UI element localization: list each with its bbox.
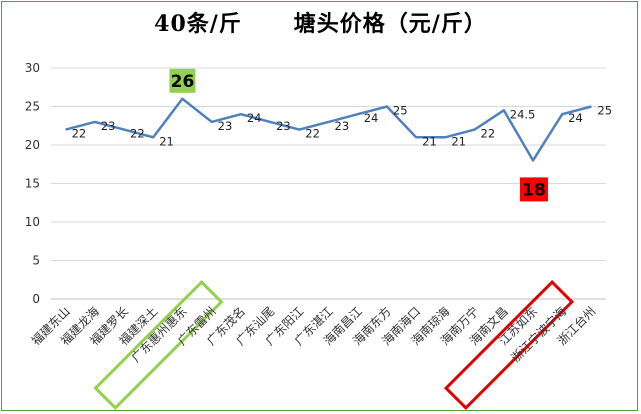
y-tick-label: 5 (32, 254, 40, 268)
data-label: 21 (451, 134, 466, 148)
data-label-min: 18 (522, 180, 546, 200)
callout-boxes (93, 279, 575, 411)
data-label: 23 (101, 119, 116, 133)
data-label: 22 (305, 127, 320, 141)
y-tick-label: 30 (25, 61, 40, 75)
data-label: 24 (364, 111, 379, 125)
series-line-layer (65, 97, 592, 162)
y-axis-ticks: 0 5 10 15 20 25 30 (25, 61, 40, 306)
data-label: 25 (597, 104, 612, 118)
data-label: 23 (276, 119, 291, 133)
gridlines (51, 67, 606, 300)
data-label: 23 (218, 119, 233, 133)
highlight-max-box (169, 68, 196, 93)
data-label: 22 (72, 127, 87, 141)
y-tick-label: 0 (32, 292, 40, 306)
y-tick-label: 15 (25, 177, 40, 191)
highlight-min-box (519, 177, 548, 202)
callout-box-red (443, 279, 575, 411)
data-label: 21 (422, 134, 437, 148)
x-axis-categories: 福建东山福建龙海福建罗长福建深土广东惠州惠东广东雷州广东茂名广东汕尾广东阳江广东… (28, 304, 598, 366)
callout-box-green (93, 279, 224, 411)
data-label-max: 26 (171, 72, 195, 92)
series-line (65, 97, 592, 162)
data-label: 25 (393, 104, 408, 118)
chart-title: 40条/斤 塘头价格（元/斤） (154, 11, 487, 37)
data-label: 24 (568, 111, 583, 125)
y-tick-label: 25 (25, 100, 40, 114)
data-label: 24.5 (510, 107, 536, 121)
data-label: 24 (247, 111, 262, 125)
data-label: 22 (130, 127, 145, 141)
y-tick-label: 10 (25, 215, 40, 229)
data-label: 22 (481, 127, 496, 141)
y-tick-label: 20 (25, 138, 40, 152)
data-label: 23 (335, 119, 350, 133)
data-labels: 22 23 22 21 26 23 24 23 22 23 24 25 21 21 22 24.5 18 24 25 (72, 68, 612, 202)
data-label: 21 (159, 134, 174, 148)
